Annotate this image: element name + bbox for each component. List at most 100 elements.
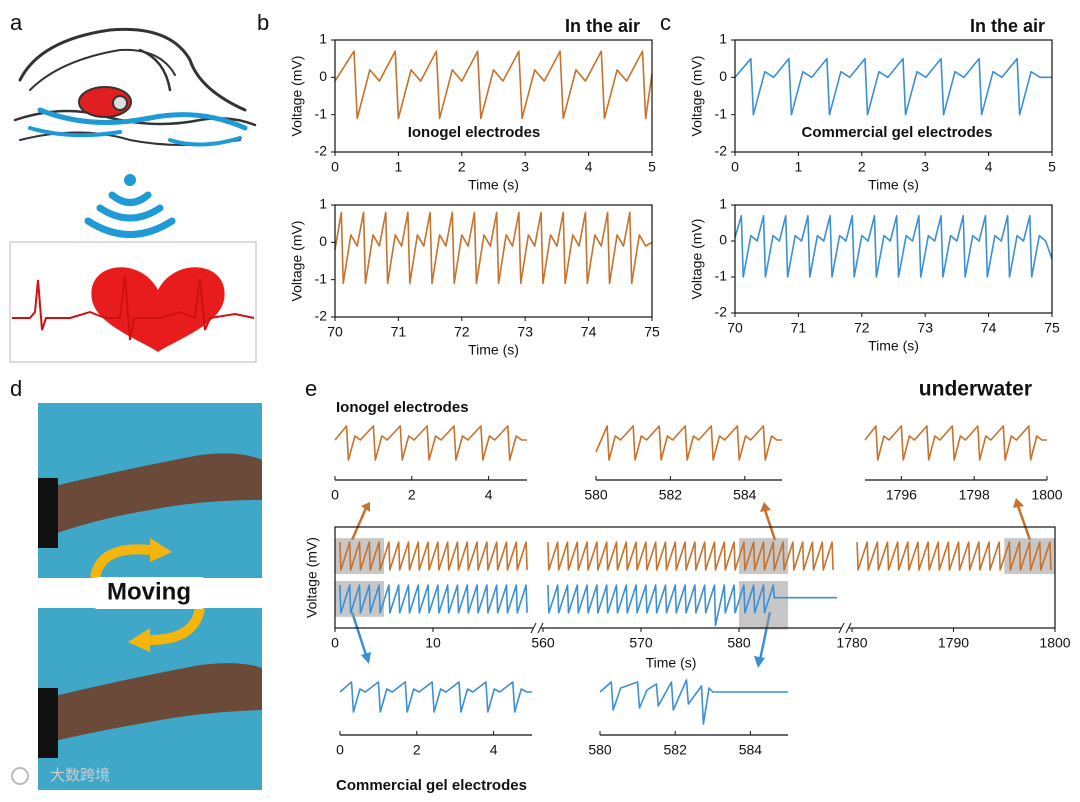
ecg-trace bbox=[599, 679, 788, 725]
axis-break bbox=[841, 624, 849, 632]
x-tick-label: 570 bbox=[629, 635, 653, 651]
ecg-trace bbox=[547, 541, 834, 571]
x-axis-label: Time (s) bbox=[468, 177, 519, 193]
x-tick-label: 584 bbox=[739, 742, 763, 758]
x-tick-label: 4 bbox=[985, 159, 993, 175]
axis-break bbox=[533, 624, 541, 632]
underwater-photos bbox=[38, 403, 262, 790]
plot-frame bbox=[734, 39, 1053, 153]
x-tick-label: 584 bbox=[733, 487, 757, 503]
x-tick-label: 580 bbox=[588, 742, 612, 758]
moving-label: Moving bbox=[107, 578, 191, 605]
y-tick-label: -1 bbox=[315, 105, 328, 121]
x-tick-label: 580 bbox=[584, 487, 608, 503]
x-tick-label: 70 bbox=[327, 324, 343, 340]
x-tick-label: 0 bbox=[331, 159, 339, 175]
annotation: Commercial gel electrodes bbox=[802, 124, 993, 141]
ecg-trace bbox=[547, 584, 837, 627]
x-tick-label: 0 bbox=[331, 635, 339, 651]
annotation: In the air bbox=[970, 16, 1045, 36]
x-tick-label: 1780 bbox=[836, 635, 867, 651]
ecg-trace bbox=[339, 541, 528, 571]
x-tick-label: 1800 bbox=[1039, 635, 1070, 651]
axis-break-mark bbox=[537, 622, 544, 634]
x-tick-label: 75 bbox=[1044, 320, 1060, 336]
panel-label: d bbox=[10, 376, 22, 401]
x-tick-label: 3 bbox=[921, 159, 929, 175]
wireless-icon bbox=[84, 174, 176, 238]
ecg-trace bbox=[734, 215, 1053, 278]
x-tick-label: 74 bbox=[581, 324, 597, 340]
x-tick-label: 2 bbox=[413, 742, 421, 758]
panel-label: e bbox=[305, 376, 317, 401]
y-tick-label: -1 bbox=[715, 268, 728, 284]
x-tick-label: 1798 bbox=[959, 487, 990, 503]
x-tick-label: 75 bbox=[644, 324, 660, 340]
heart-monitor bbox=[9, 241, 257, 363]
panel-label: b bbox=[257, 10, 269, 35]
annotation: Ionogel electrodes bbox=[336, 399, 469, 416]
x-tick-label: 2 bbox=[458, 159, 466, 175]
ecg-trace bbox=[864, 425, 1047, 461]
plot-frame bbox=[334, 39, 653, 153]
y-tick-label: -2 bbox=[715, 304, 728, 320]
annotation: Ionogel electrodes bbox=[408, 124, 541, 141]
plot-frame bbox=[734, 204, 1053, 314]
y-tick-label: 0 bbox=[319, 233, 327, 249]
ecg-trace bbox=[334, 425, 527, 461]
y-tick-label: 1 bbox=[719, 196, 727, 212]
x-tick-label: 580 bbox=[727, 635, 751, 651]
y-tick-label: 1 bbox=[319, 196, 327, 212]
y-tick-label: 0 bbox=[719, 68, 727, 84]
y-tick-label: -2 bbox=[315, 308, 328, 324]
x-axis-label: Time (s) bbox=[468, 342, 519, 358]
y-axis-label: Voltage (mV) bbox=[289, 56, 305, 137]
ecg-trace bbox=[334, 50, 653, 120]
ecg-trace bbox=[334, 211, 653, 285]
ecg-trace bbox=[339, 584, 528, 614]
x-axis-label: Time (s) bbox=[868, 338, 919, 354]
x-tick-label: 582 bbox=[659, 487, 683, 503]
swimmer-illustration bbox=[13, 27, 257, 147]
x-tick-label: 2 bbox=[408, 487, 416, 503]
x-tick-label: 1 bbox=[795, 159, 803, 175]
panel-label: c bbox=[660, 10, 671, 35]
x-tick-label: 4 bbox=[485, 487, 493, 503]
y-tick-label: -2 bbox=[715, 143, 728, 159]
axis-break-mark bbox=[838, 622, 845, 634]
plot-frame bbox=[334, 526, 1056, 629]
x-tick-label: 0 bbox=[331, 487, 339, 503]
y-axis-label: Voltage (mV) bbox=[289, 221, 305, 302]
ecg-trace bbox=[595, 425, 782, 461]
x-tick-label: 2 bbox=[858, 159, 866, 175]
x-tick-label: 0 bbox=[336, 742, 344, 758]
annotation: In the air bbox=[565, 16, 640, 36]
x-axis-label: Time (s) bbox=[868, 177, 919, 193]
x-tick-label: 3 bbox=[521, 159, 529, 175]
x-tick-label: 1 bbox=[395, 159, 403, 175]
y-tick-label: 0 bbox=[719, 232, 727, 248]
x-tick-label: 10 bbox=[425, 635, 441, 651]
watermark: 大数跨境 bbox=[11, 766, 110, 785]
x-tick-label: 73 bbox=[917, 320, 933, 336]
annotation: Commercial gel electrodes bbox=[336, 777, 527, 794]
y-axis-label: Voltage (mV) bbox=[304, 537, 320, 618]
x-tick-label: 1796 bbox=[886, 487, 917, 503]
y-tick-label: 0 bbox=[319, 68, 327, 84]
y-tick-label: 1 bbox=[719, 31, 727, 47]
watermark-text: 大数跨境 bbox=[50, 766, 110, 784]
ecg-trace bbox=[734, 57, 1052, 116]
ecg-trace bbox=[856, 541, 1052, 571]
zoom-arrows bbox=[350, 498, 1032, 668]
x-tick-label: 5 bbox=[648, 159, 656, 175]
x-tick-label: 73 bbox=[517, 324, 533, 340]
y-axis-label: Voltage (mV) bbox=[689, 56, 705, 137]
x-tick-label: 1800 bbox=[1031, 487, 1062, 503]
annotation: underwater bbox=[919, 378, 1032, 401]
x-axis-label: Time (s) bbox=[646, 655, 697, 671]
x-tick-label: 560 bbox=[531, 635, 555, 651]
x-tick-label: 72 bbox=[454, 324, 470, 340]
x-tick-label: 0 bbox=[731, 159, 739, 175]
y-tick-label: -2 bbox=[315, 143, 328, 159]
